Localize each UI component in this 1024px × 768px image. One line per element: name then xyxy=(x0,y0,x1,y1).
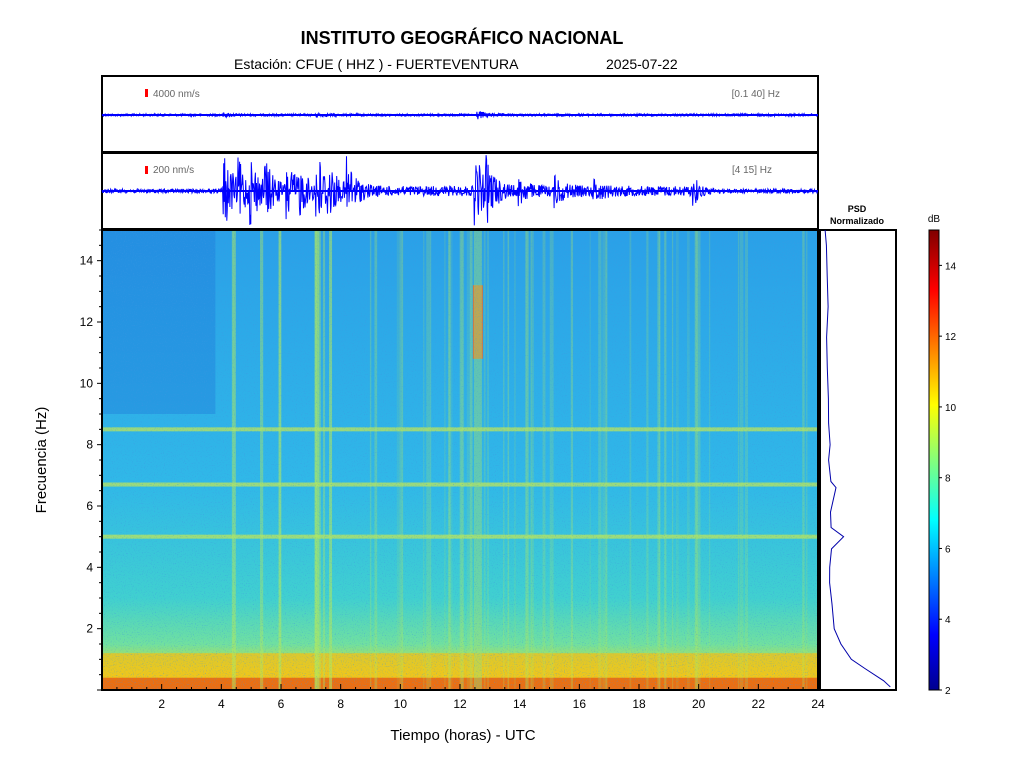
colorbar: dB 2 4 6 8 10 12 14 xyxy=(928,214,957,697)
y-tick-label: 6 xyxy=(86,499,93,513)
colorbar-tick-label: 6 xyxy=(945,544,951,555)
y-tick-label: 12 xyxy=(80,315,94,329)
x-tick-label: 6 xyxy=(278,697,285,711)
y-tick-label: 10 xyxy=(80,376,94,390)
panel-frame xyxy=(819,229,897,691)
x-tick-label: 14 xyxy=(513,697,527,711)
seismogram-panel-filtered: 200 nm/s [4 15] Hz xyxy=(101,152,819,230)
y-axis: 2 4 6 8 10 12 14 xyxy=(80,229,102,691)
x-tick-label: 8 xyxy=(337,697,344,711)
colorbar-ticks: 2 4 6 8 10 12 14 xyxy=(939,261,957,697)
psd-panel: PSD Normalizado xyxy=(819,204,897,691)
filter-label: [0.1 40] Hz xyxy=(732,89,780,100)
scale-label: 200 nm/s xyxy=(153,165,194,176)
x-tick-label: 18 xyxy=(632,697,646,711)
y-tick-label: 14 xyxy=(80,254,94,268)
psd-title-line2: Normalizado xyxy=(830,216,885,226)
colorbar-tick-label: 8 xyxy=(945,474,951,485)
x-axis: 2 4 6 8 10 12 14 16 18 20 22 24 xyxy=(101,684,825,711)
x-tick-label: 2 xyxy=(158,697,165,711)
psd-curve xyxy=(824,229,891,688)
seismogram-panel-broadband: 4000 nm/s [0.1 40] Hz xyxy=(101,75,819,153)
date-label: 2025-07-22 xyxy=(606,56,678,72)
psd-title-line1: PSD xyxy=(848,204,867,214)
spectrogram-noise xyxy=(102,230,818,690)
colorbar-tick-label: 10 xyxy=(945,403,957,414)
x-tick-label: 20 xyxy=(692,697,706,711)
x-tick-label: 12 xyxy=(453,697,467,711)
y-axis-title: Frecuencia (Hz) xyxy=(33,407,50,514)
y-tick-label: 8 xyxy=(86,438,93,452)
colorbar-tick-label: 12 xyxy=(945,332,957,343)
colorbar-label: dB xyxy=(928,214,941,225)
x-tick-label: 16 xyxy=(573,697,587,711)
x-axis-title: Tiempo (horas) - UTC xyxy=(390,727,535,744)
colorbar-tick-label: 4 xyxy=(945,615,951,626)
scale-bar-icon xyxy=(145,166,148,174)
filter-label: [4 15] Hz xyxy=(732,165,772,176)
trace-broadband xyxy=(101,111,819,120)
colorbar-tick-label: 2 xyxy=(945,686,951,697)
page-title: INSTITUTO GEOGRÁFICO NACIONAL xyxy=(300,28,624,48)
x-tick-label: 10 xyxy=(394,697,408,711)
y-tick-label: 2 xyxy=(86,622,93,636)
x-tick-label: 22 xyxy=(752,697,766,711)
station-subtitle: Estación: CFUE ( HHZ ) - FUERTEVENTURA xyxy=(234,56,519,72)
colorbar-gradient xyxy=(928,229,940,691)
x-tick-label: 24 xyxy=(811,697,825,711)
trace-filtered xyxy=(101,155,819,226)
trace-line xyxy=(101,155,819,226)
scale-bar-icon xyxy=(145,89,148,97)
x-tick-label: 4 xyxy=(218,697,225,711)
y-tick-label: 4 xyxy=(86,560,93,574)
scale-label: 4000 nm/s xyxy=(153,89,200,100)
colorbar-tick-label: 14 xyxy=(945,261,957,272)
